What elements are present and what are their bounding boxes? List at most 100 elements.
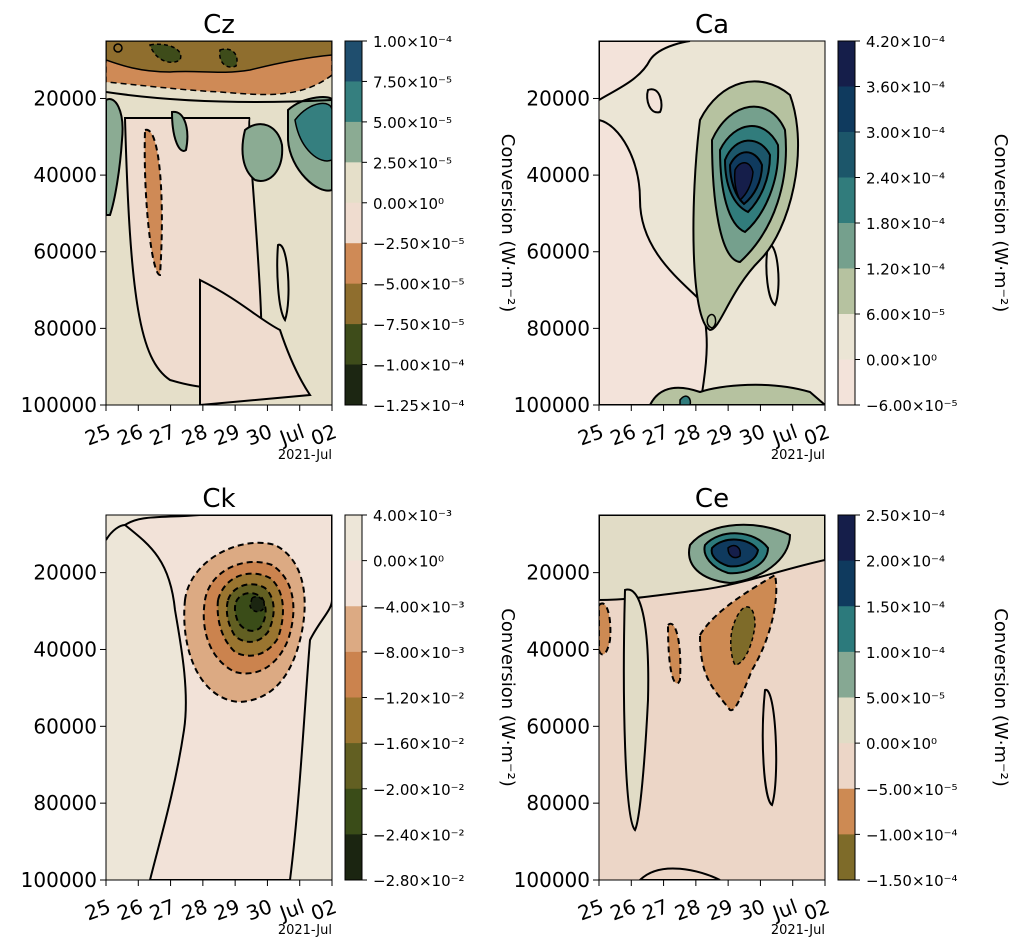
y-tick-label: 80000 bbox=[33, 791, 97, 815]
x-tick-label: 26 bbox=[114, 894, 146, 925]
colorbar-tick-label: 0.00×10⁰ bbox=[866, 352, 937, 370]
ck-field bbox=[106, 515, 332, 880]
colorbar-band bbox=[345, 81, 362, 123]
x-tick-label: 27 bbox=[146, 894, 178, 925]
colorbar-tick-label: 1.20×10⁻⁴ bbox=[866, 261, 945, 279]
x-tick-label: 29 bbox=[211, 419, 243, 450]
colorbar-tick-label: 4.00×10⁻³ bbox=[373, 507, 452, 525]
colorbar-frame bbox=[344, 40, 363, 406]
y-tick-label: 80000 bbox=[33, 316, 97, 340]
colorbar-tick-label: −6.00×10⁻⁵ bbox=[866, 397, 958, 415]
colorbar-tick-label: 7.50×10⁻⁵ bbox=[373, 73, 452, 91]
ce-title: Ce bbox=[695, 484, 729, 514]
colorbar-band bbox=[838, 132, 855, 178]
x-tick-label: 02 bbox=[308, 894, 340, 925]
cz-title: Cz bbox=[203, 10, 235, 40]
panel-ca bbox=[598, 40, 826, 406]
x-tick-label: 29 bbox=[704, 894, 736, 925]
x-tick-label: 02 bbox=[801, 419, 833, 450]
colorbar-tick-label: −2.00×10⁻² bbox=[373, 781, 465, 799]
colorbar-tick-label: 2.00×10⁻⁴ bbox=[866, 553, 945, 571]
x-tick-label: 30 bbox=[736, 894, 768, 925]
x-tick-label: 25 bbox=[575, 419, 607, 450]
colorbar-band bbox=[838, 268, 855, 315]
colorbar-tick-label: −1.50×10⁻⁴ bbox=[866, 872, 958, 890]
colorbar-band bbox=[345, 162, 362, 204]
y-tick-label: 80000 bbox=[526, 316, 590, 340]
x-tick-label: Jul bbox=[768, 894, 801, 925]
colorbar-ce: 2.50×10⁻⁴ 2.00×10⁻⁴ 1.50×10⁻⁴ 1.00×10⁻⁴ 5.00… bbox=[837, 507, 1011, 890]
colorbar-band bbox=[838, 788, 855, 835]
ck-title: Ck bbox=[202, 484, 235, 514]
x-tick-label: 02 bbox=[308, 419, 340, 450]
y-tick-label: 40000 bbox=[526, 637, 590, 661]
colorbar-band bbox=[838, 41, 855, 87]
colorbar-tick-label: −1.20×10⁻² bbox=[373, 690, 465, 708]
x-tick-label: 26 bbox=[607, 419, 639, 450]
y-tick-label: 40000 bbox=[33, 163, 97, 187]
colorbar-ck: 4.00×10⁻³ 0.00×10⁰ −4.00×10⁻³ −8.00×10⁻³ −1.… bbox=[344, 507, 518, 890]
colorbar-tick-label: 2.50×10⁻⁴ bbox=[866, 507, 945, 525]
colorbar-tick-label: −1.00×10⁻⁴ bbox=[373, 357, 465, 375]
y-tick-label: 100000 bbox=[21, 868, 97, 892]
colorbar-band bbox=[345, 243, 362, 285]
colorbar-band bbox=[345, 202, 362, 244]
colorbar-tick-label: 0.00×10⁰ bbox=[373, 553, 444, 571]
x-tick-label: 26 bbox=[607, 894, 639, 925]
colorbar-label: Conversion (W·m⁻²) bbox=[990, 134, 1011, 312]
x-tick-label: 28 bbox=[178, 894, 210, 925]
x-tick-label: 28 bbox=[178, 419, 210, 450]
colorbar-tick-label: 1.00×10⁻⁴ bbox=[373, 33, 452, 51]
colorbar-band bbox=[838, 560, 855, 607]
colorbar-tick-label: 6.00×10⁻⁵ bbox=[866, 306, 945, 324]
ca-field bbox=[599, 41, 825, 405]
colorbar-tick-label: −1.60×10⁻² bbox=[373, 735, 465, 753]
y-tick-label: 100000 bbox=[21, 393, 97, 417]
colorbar-band bbox=[838, 515, 855, 562]
colorbar-tick-label: −1.00×10⁻⁴ bbox=[866, 826, 958, 844]
colorbar-band bbox=[838, 834, 855, 881]
colorbar-band bbox=[838, 314, 855, 360]
y-tick-label: 20000 bbox=[33, 86, 97, 110]
colorbar-band bbox=[345, 515, 362, 562]
ce-field bbox=[599, 515, 825, 880]
colorbar-tick-label: 5.00×10⁻⁵ bbox=[866, 690, 945, 708]
x-date-label: 2021-Jul bbox=[278, 923, 332, 938]
colorbar-band bbox=[345, 743, 362, 790]
y-tick-label: 60000 bbox=[526, 240, 590, 264]
colorbar-band bbox=[345, 41, 362, 82]
colorbar-band bbox=[345, 788, 362, 835]
y-tick-label: 60000 bbox=[33, 240, 97, 264]
x-tick-label: 30 bbox=[736, 419, 768, 450]
x-tick-label: Jul bbox=[275, 894, 308, 925]
x-date-label: 2021-Jul bbox=[278, 448, 332, 463]
colorbar-band bbox=[838, 177, 855, 224]
x-date-label: 2021-Jul bbox=[771, 448, 825, 463]
y-tick-label: 40000 bbox=[526, 163, 590, 187]
y-tick-label: 20000 bbox=[526, 86, 590, 110]
colorbar-tick-label: 0.00×10⁰ bbox=[866, 735, 937, 753]
x-tick-label: Jul bbox=[768, 419, 801, 450]
colorbar-label: Conversion (W·m⁻²) bbox=[990, 608, 1011, 786]
colorbar-band bbox=[838, 743, 855, 790]
x-tick-label: 27 bbox=[639, 894, 671, 925]
colorbar-tick-label: 2.50×10⁻⁵ bbox=[373, 154, 452, 172]
colorbar-tick-label: 0.00×10⁰ bbox=[373, 195, 444, 213]
y-tick-label: 20000 bbox=[33, 561, 97, 585]
y-tick-label: 60000 bbox=[33, 714, 97, 738]
colorbar-tick-label: 1.50×10⁻⁴ bbox=[866, 598, 945, 616]
ca-title: Ca bbox=[695, 10, 729, 40]
colorbar-band bbox=[345, 560, 362, 607]
colorbar-tick-label: −1.25×10⁻⁴ bbox=[373, 397, 465, 415]
cz-field bbox=[106, 41, 332, 405]
colorbar-tick-label: 2.40×10⁻⁴ bbox=[866, 170, 945, 188]
colorbar-tick-label: 3.00×10⁻⁴ bbox=[866, 124, 945, 142]
x-tick-label: 25 bbox=[575, 894, 607, 925]
colorbar-label: Conversion (W·m⁻²) bbox=[497, 608, 518, 786]
x-tick-label: 28 bbox=[671, 419, 703, 450]
colorbar-tick-label: 5.00×10⁻⁵ bbox=[373, 114, 452, 132]
x-tick-label: 29 bbox=[704, 419, 736, 450]
colorbar-band bbox=[345, 283, 362, 325]
